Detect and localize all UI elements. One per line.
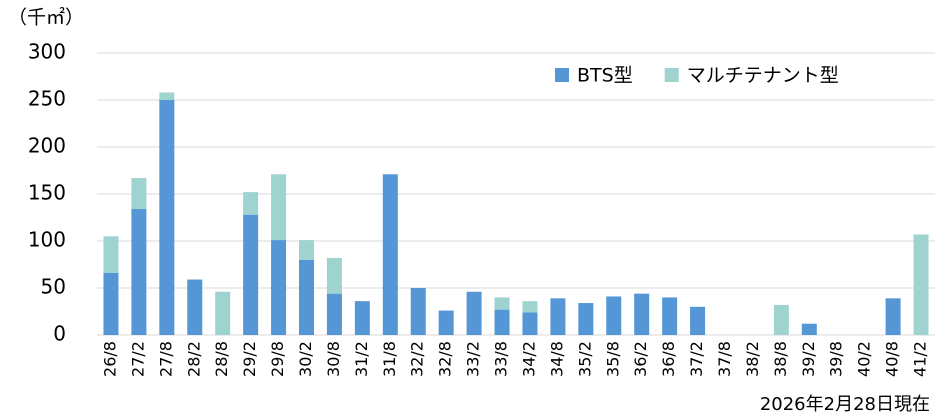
y-tick-label: 100: [28, 228, 66, 252]
x-tick-label: 27/2: [128, 341, 147, 377]
legend-swatch: [555, 68, 569, 82]
bar-segment: [438, 310, 454, 335]
bar-segment: [662, 297, 678, 335]
y-tick-label: 200: [28, 134, 66, 158]
x-tick-label: 33/8: [492, 341, 511, 377]
x-tick-label: 35/2: [575, 341, 594, 377]
x-tick-label: 39/2: [799, 341, 818, 377]
y-tick-label: 300: [28, 40, 66, 64]
x-tick-label: 37/2: [687, 341, 706, 377]
bar-segment: [215, 291, 231, 335]
bar-segment: [410, 288, 426, 335]
x-tick-label: 35/8: [603, 341, 622, 377]
bar-segment: [299, 259, 314, 335]
bar-segment: [522, 312, 538, 335]
x-tick-label: 32/8: [436, 341, 455, 377]
bar-segment: [885, 298, 901, 335]
legend-swatch: [664, 68, 679, 82]
bar-segment: [801, 323, 817, 335]
bar-segment: [243, 214, 259, 335]
bar-segment: [159, 100, 175, 335]
legend-label: BTS型: [577, 65, 633, 87]
bar-segment: [243, 192, 259, 215]
x-tick-label: 36/8: [659, 341, 678, 377]
x-tick-label: 41/2: [911, 341, 930, 377]
x-tick-label: 40/2: [855, 341, 874, 377]
x-tick-label: 31/8: [380, 341, 399, 377]
bar-segment: [634, 293, 650, 335]
bar-segment: [578, 303, 594, 335]
x-tick-label: 32/2: [408, 341, 427, 377]
x-tick-label: 34/2: [519, 341, 538, 377]
bar-segment: [466, 291, 482, 335]
bar-segment: [913, 234, 929, 335]
bar-segment: [103, 272, 119, 335]
bar-segment: [326, 257, 342, 294]
bar-segment: [354, 301, 370, 335]
x-tick-label: 28/2: [184, 341, 203, 377]
bar-segment: [326, 293, 342, 335]
bar-segment: [606, 296, 622, 335]
unit-label: （千㎡）: [8, 6, 84, 29]
bar-segment: [690, 306, 706, 335]
x-tick-label: 39/8: [827, 341, 846, 377]
bar-segment: [522, 301, 538, 313]
x-tick-label: 37/8: [715, 341, 734, 377]
y-tick-label: 0: [53, 322, 66, 346]
x-tick-label: 28/8: [212, 341, 231, 377]
x-tick-label: 34/8: [547, 341, 566, 377]
x-tick-label: 38/8: [771, 341, 790, 377]
bar-segment: [131, 178, 147, 210]
bar-segment: [131, 209, 147, 335]
bar-segment: [494, 297, 510, 310]
x-tick-label: 38/2: [743, 341, 762, 377]
bar-segment: [494, 309, 510, 335]
x-tick-label: 29/8: [268, 341, 287, 377]
x-tick-label: 30/8: [324, 341, 343, 377]
bar-segment: [299, 240, 314, 260]
x-tick-label: 26/8: [100, 341, 119, 377]
legend-label: マルチテナント型: [687, 65, 839, 87]
bar-segment: [187, 279, 203, 335]
bar-segment: [159, 92, 175, 100]
x-tick-label: 33/2: [464, 341, 483, 377]
note: 2026年2月28日現在: [760, 394, 930, 415]
bar-segment: [103, 236, 119, 273]
bar-segment: [271, 240, 287, 335]
x-tick-label: 30/2: [296, 341, 315, 377]
y-tick-label: 250: [28, 87, 66, 111]
x-tick-label: 40/8: [883, 341, 902, 377]
bar-segment: [773, 304, 789, 335]
x-tick-label: 36/2: [631, 341, 650, 377]
y-tick-label: 150: [28, 181, 66, 205]
y-tick-label: 50: [41, 275, 66, 299]
x-tick-label: 31/2: [352, 341, 371, 377]
bar-segment: [382, 174, 398, 335]
x-tick-label: 29/2: [240, 341, 259, 377]
bar-segment: [271, 174, 287, 241]
bar-segment: [550, 298, 566, 335]
x-tick-label: 27/8: [156, 341, 175, 377]
